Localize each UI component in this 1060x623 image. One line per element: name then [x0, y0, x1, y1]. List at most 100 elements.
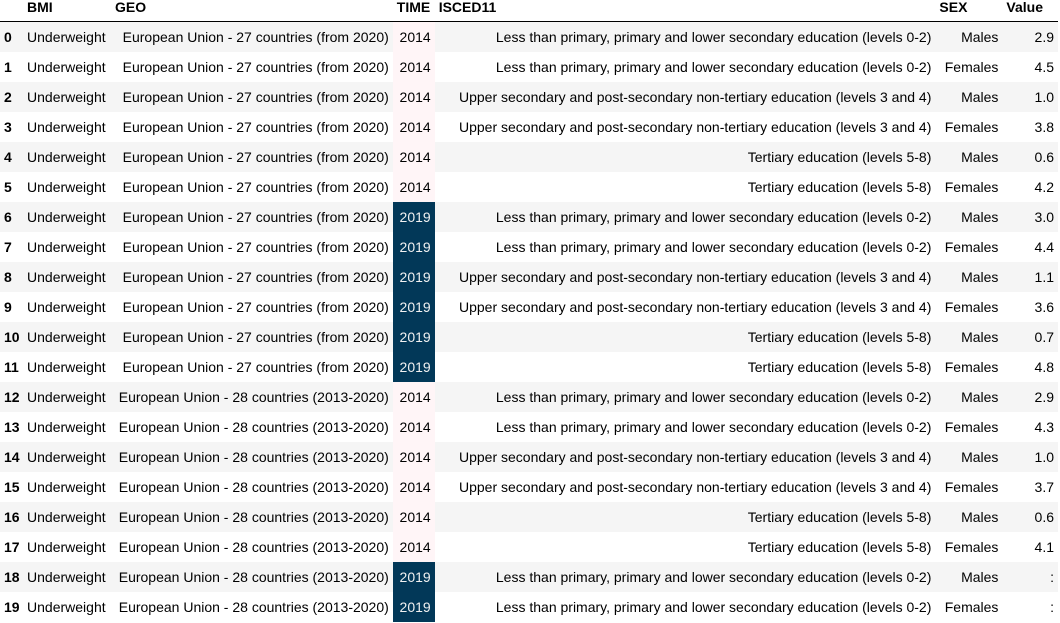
cell-value: 4.5: [1034, 59, 1054, 75]
row-index: 0: [4, 29, 12, 45]
cell-time: 2014: [392, 412, 435, 442]
table-row: 10 Underweight European Union - 27 countri…: [0, 322, 1058, 352]
table-row: 15 Underweight European Union - 28 countri…: [0, 472, 1058, 502]
row-index: 3: [4, 119, 12, 135]
cell-geo: European Union - 27 countries (from 2020…: [122, 329, 389, 345]
cell-time: 2014: [392, 532, 435, 562]
cell-geo: European Union - 27 countries (from 2020…: [122, 59, 389, 75]
cell-geo: European Union - 27 countries (from 2020…: [122, 179, 389, 195]
cell-geo: European Union - 27 countries (from 2020…: [122, 239, 389, 255]
cell-bmi: Underweight: [27, 239, 106, 255]
cell-value: 4.4: [1034, 239, 1054, 255]
cell-bmi: Underweight: [27, 329, 106, 345]
table-row: 11 Underweight European Union - 27 countri…: [0, 352, 1058, 382]
table-row: 9 Underweight European Union - 27 countrie…: [0, 292, 1058, 322]
cell-geo: European Union - 27 countries (from 2020…: [122, 299, 389, 315]
cell-sex: Females: [944, 179, 999, 195]
cell-time: 2014: [392, 502, 435, 532]
cell-isced11: Less than primary, primary and lower sec…: [495, 419, 932, 435]
table-row: 19 Underweight European Union - 28 countri…: [0, 592, 1058, 622]
row-index: 14: [4, 449, 20, 465]
cell-isced11: Tertiary education (levels 5-8): [747, 359, 932, 375]
cell-geo: European Union - 27 countries (from 2020…: [122, 359, 389, 375]
cell-value: 3.8: [1034, 119, 1054, 135]
row-index: 1: [4, 59, 12, 75]
cell-value: 1.1: [1034, 269, 1054, 285]
cell-value: 3.0: [1034, 209, 1054, 225]
cell-sex: Females: [944, 599, 999, 615]
cell-time: 2014: [392, 172, 435, 202]
cell-isced11: Upper secondary and post-secondary non-t…: [459, 449, 932, 465]
cell-bmi: Underweight: [27, 449, 106, 465]
row-index: 6: [4, 209, 12, 225]
row-index: 2: [4, 89, 12, 105]
table-row: 13 Underweight European Union - 28 countri…: [0, 412, 1058, 442]
row-index: 4: [4, 149, 12, 165]
cell-bmi: Underweight: [27, 479, 106, 495]
row-index: 11: [4, 359, 19, 375]
cell-isced11: Upper secondary and post-secondary non-t…: [459, 119, 932, 135]
cell-value: 4.3: [1034, 419, 1054, 435]
cell-value: 0.6: [1034, 509, 1054, 525]
cell-time: 2014: [392, 442, 435, 472]
cell-value: 0.6: [1034, 149, 1054, 165]
cell-bmi: Underweight: [27, 359, 106, 375]
cell-value: 4.8: [1034, 359, 1054, 375]
row-index: 10: [4, 329, 20, 345]
cell-value: 3.7: [1034, 479, 1054, 495]
cell-time: 2014: [392, 82, 435, 112]
cell-bmi: Underweight: [27, 389, 106, 405]
cell-isced11: Tertiary education (levels 5-8): [747, 149, 932, 165]
cell-sex: Males: [961, 569, 999, 585]
cell-time: 2019: [392, 592, 435, 622]
table-row: 17 Underweight European Union - 28 countri…: [0, 532, 1058, 562]
cell-isced11: Upper secondary and post-secondary non-t…: [459, 269, 932, 285]
table-header: BMI GEO TIME ISCED11 SEX Value: [0, 0, 1058, 22]
cell-geo: European Union - 27 countries (from 2020…: [122, 269, 389, 285]
cell-value: 4.2: [1034, 179, 1054, 195]
cell-sex: Males: [961, 389, 999, 405]
cell-value: :: [1050, 599, 1054, 615]
cell-time: 2019: [392, 232, 435, 262]
cell-bmi: Underweight: [27, 119, 106, 135]
cell-isced11: Tertiary education (levels 5-8): [747, 329, 932, 345]
cell-geo: European Union - 28 countries (2013-2020…: [118, 389, 389, 405]
table-row: 18 Underweight European Union - 28 countri…: [0, 562, 1058, 592]
cell-sex: Males: [961, 449, 999, 465]
table-row: 16 Underweight European Union - 28 countri…: [0, 502, 1058, 532]
header-value: Value: [1002, 0, 1058, 22]
cell-value: 2.9: [1034, 29, 1054, 45]
cell-bmi: Underweight: [27, 179, 106, 195]
cell-value: 1.0: [1034, 449, 1054, 465]
header-isced11: ISCED11: [434, 0, 936, 22]
cell-bmi: Underweight: [27, 299, 106, 315]
table-body: 0 Underweight European Union - 27 countrie…: [0, 21, 1058, 622]
cell-time: 2019: [392, 562, 435, 592]
cell-time: 2019: [392, 292, 435, 322]
row-index: 5: [4, 179, 12, 195]
cell-geo: European Union - 28 countries (2013-2020…: [118, 419, 389, 435]
cell-time: 2014: [392, 382, 435, 412]
cell-sex: Males: [961, 149, 999, 165]
cell-sex: Females: [944, 119, 999, 135]
cell-geo: European Union - 27 countries (from 2020…: [122, 149, 389, 165]
cell-geo: European Union - 28 countries (2013-2020…: [118, 599, 389, 615]
cell-value: 3.6: [1034, 299, 1054, 315]
cell-bmi: Underweight: [27, 269, 106, 285]
cell-value: 0.7: [1034, 329, 1054, 345]
cell-bmi: Underweight: [27, 509, 106, 525]
row-index: 18: [4, 569, 20, 585]
cell-value: 1.0: [1034, 89, 1054, 105]
cell-value: :: [1050, 569, 1054, 585]
row-index: 9: [4, 299, 12, 315]
header-row: BMI GEO TIME ISCED11 SEX Value: [0, 0, 1058, 22]
cell-bmi: Underweight: [27, 209, 106, 225]
cell-isced11: Upper secondary and post-secondary non-t…: [459, 299, 932, 315]
header-index: [0, 0, 24, 22]
row-index: 7: [4, 239, 12, 255]
table-row: 1 Underweight European Union - 27 countrie…: [0, 52, 1058, 82]
cell-time: 2014: [392, 21, 435, 52]
header-time: TIME: [392, 0, 435, 22]
